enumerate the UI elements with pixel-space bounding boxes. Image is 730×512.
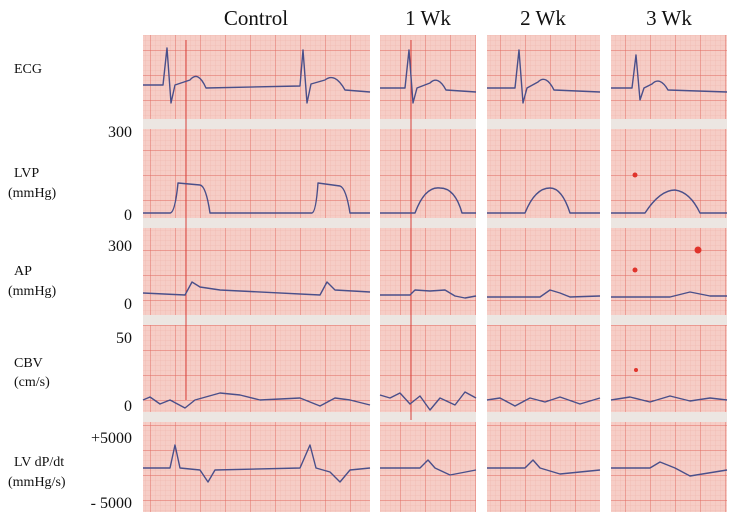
scale-bottom: 0 [124,296,132,313]
panel [143,35,370,512]
row-unit: (mmHg/s) [8,475,66,490]
panels [143,35,727,512]
row-label: LV dP/dt [14,455,64,470]
column-title: 1 Wk [405,6,451,30]
scale-top: +5000 [91,430,132,447]
row-unit: (mmHg) [8,186,57,201]
column-title: 3 Wk [646,6,692,30]
scale-bottom: - 5000 [91,495,132,512]
figure: Control 1 Wk 2 Wk 3 Wk ECG 300 LVP (mmHg… [0,0,730,512]
scale-bottom: 0 [124,207,132,224]
row-label: CBV [14,356,43,371]
panel [611,35,727,512]
column-title: 2 Wk [520,6,566,30]
row-label: ECG [14,62,42,77]
panel [380,35,476,512]
scale-top: 300 [108,124,132,141]
scale-top: 50 [116,330,132,347]
scale-top: 300 [108,238,132,255]
row-unit: (cm/s) [14,375,50,390]
column-title: Control [224,6,288,30]
row-unit: (mmHg) [8,284,57,299]
row-label: LVP [14,166,39,181]
row-label: AP [14,264,32,279]
panel [487,35,600,512]
scale-bottom: 0 [124,398,132,415]
